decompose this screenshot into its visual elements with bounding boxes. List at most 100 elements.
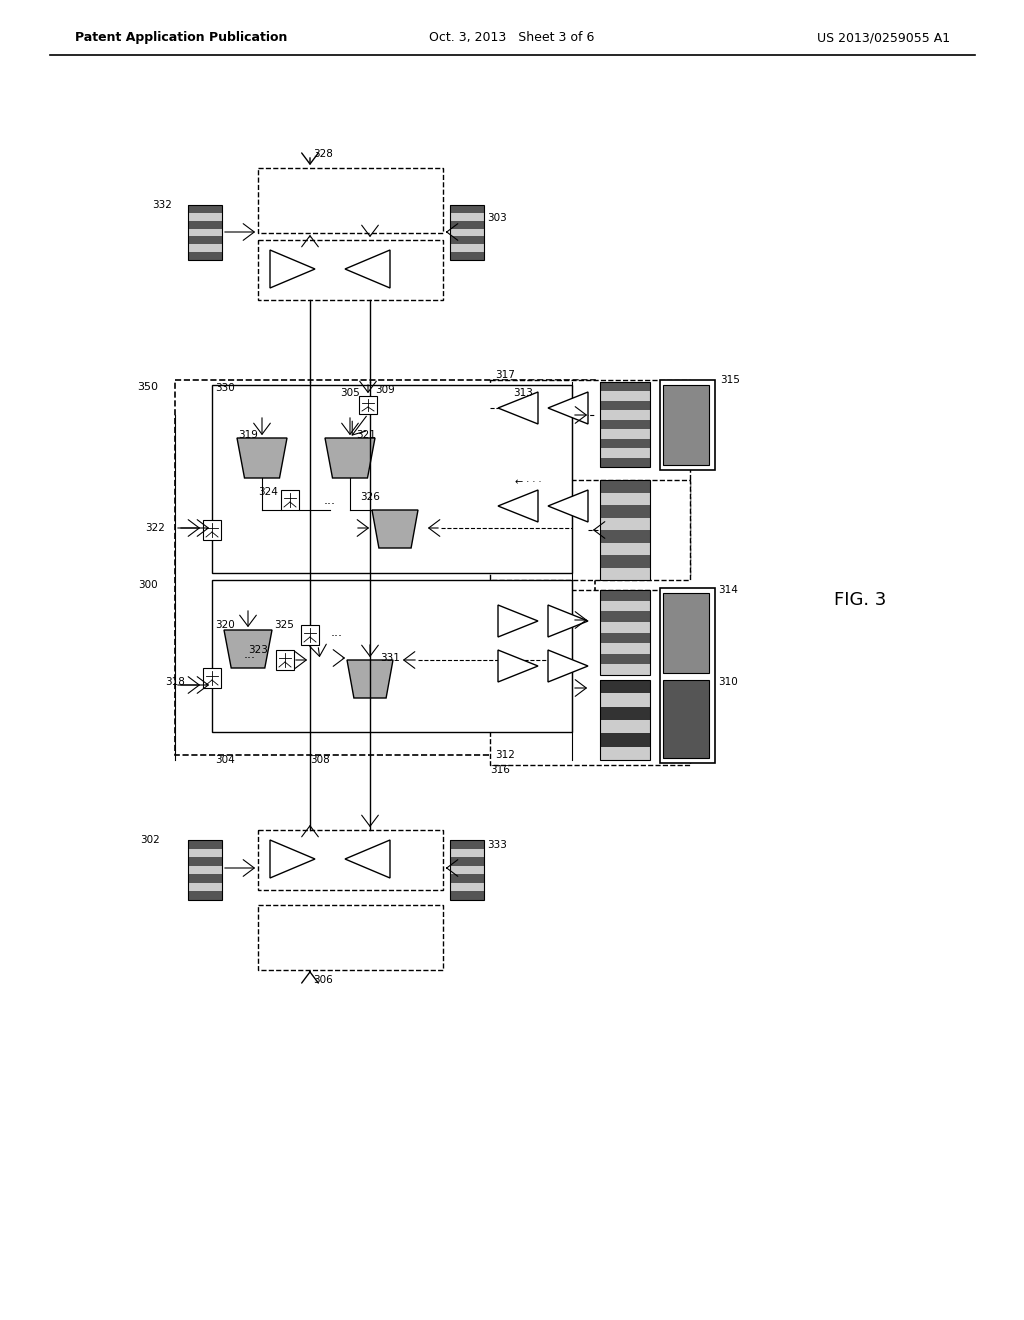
Polygon shape bbox=[237, 438, 287, 478]
Polygon shape bbox=[224, 630, 272, 668]
Polygon shape bbox=[345, 249, 390, 288]
Bar bbox=[188, 220, 222, 228]
Bar bbox=[663, 385, 709, 465]
Bar bbox=[188, 857, 222, 866]
Text: 316: 316 bbox=[490, 766, 510, 775]
Bar bbox=[450, 220, 484, 228]
Bar bbox=[663, 680, 709, 758]
Bar bbox=[188, 213, 222, 220]
Text: 318: 318 bbox=[165, 677, 185, 686]
Text: 321: 321 bbox=[356, 430, 376, 440]
Bar bbox=[490, 480, 690, 579]
Text: 314: 314 bbox=[718, 585, 738, 595]
Bar bbox=[600, 492, 650, 506]
Bar bbox=[188, 205, 222, 213]
Bar bbox=[600, 480, 650, 492]
Bar bbox=[600, 568, 650, 579]
Bar bbox=[281, 490, 299, 510]
Text: 313: 313 bbox=[513, 388, 532, 399]
Bar bbox=[660, 380, 715, 470]
Bar bbox=[450, 228, 484, 236]
Bar bbox=[660, 587, 715, 763]
Bar bbox=[600, 447, 650, 458]
Bar bbox=[450, 891, 484, 900]
Bar bbox=[450, 252, 484, 260]
Bar bbox=[188, 883, 222, 891]
Bar bbox=[212, 385, 572, 573]
Text: 306: 306 bbox=[313, 975, 333, 985]
Bar bbox=[600, 554, 650, 568]
Bar bbox=[188, 874, 222, 883]
Text: 305: 305 bbox=[340, 388, 359, 399]
Bar bbox=[600, 381, 650, 467]
Bar bbox=[600, 429, 650, 438]
Bar bbox=[450, 883, 484, 891]
Bar bbox=[600, 680, 650, 760]
Text: 322: 322 bbox=[145, 523, 165, 533]
Bar bbox=[600, 611, 650, 622]
Text: 309: 309 bbox=[375, 385, 394, 395]
Bar bbox=[450, 236, 484, 244]
Bar bbox=[600, 601, 650, 611]
Bar bbox=[600, 420, 650, 429]
Bar bbox=[359, 396, 377, 414]
Text: ← · · ·: ← · · · bbox=[515, 477, 542, 487]
Bar bbox=[490, 380, 690, 576]
Text: US 2013/0259055 A1: US 2013/0259055 A1 bbox=[817, 32, 950, 45]
Text: FIG. 3: FIG. 3 bbox=[834, 591, 886, 609]
Bar bbox=[450, 205, 484, 260]
Text: 331: 331 bbox=[380, 653, 400, 663]
Text: 300: 300 bbox=[138, 579, 158, 590]
Bar bbox=[600, 734, 650, 747]
Polygon shape bbox=[498, 392, 538, 424]
Bar bbox=[450, 849, 484, 857]
Text: 333: 333 bbox=[487, 840, 507, 850]
Text: Patent Application Publication: Patent Application Publication bbox=[75, 32, 288, 45]
Bar bbox=[600, 458, 650, 467]
Bar bbox=[600, 392, 650, 401]
Bar bbox=[450, 840, 484, 849]
Bar bbox=[600, 517, 650, 531]
Bar bbox=[450, 866, 484, 874]
Bar bbox=[188, 891, 222, 900]
Bar bbox=[490, 590, 690, 766]
Bar bbox=[600, 719, 650, 734]
Bar bbox=[600, 747, 650, 760]
Bar bbox=[600, 401, 650, 411]
Text: ...: ... bbox=[244, 648, 256, 661]
Polygon shape bbox=[347, 660, 393, 698]
Text: 323: 323 bbox=[248, 645, 268, 655]
Bar bbox=[188, 866, 222, 874]
Bar bbox=[188, 205, 222, 260]
Text: 320: 320 bbox=[215, 620, 234, 630]
Bar bbox=[600, 664, 650, 675]
Bar bbox=[258, 240, 443, 300]
Bar bbox=[188, 849, 222, 857]
Text: 328: 328 bbox=[313, 149, 333, 158]
Polygon shape bbox=[548, 392, 588, 424]
Bar bbox=[450, 874, 484, 883]
Bar bbox=[188, 236, 222, 244]
Text: 302: 302 bbox=[140, 836, 160, 845]
Polygon shape bbox=[498, 605, 538, 638]
Text: 304: 304 bbox=[215, 755, 234, 766]
Text: 303: 303 bbox=[487, 213, 507, 223]
Bar bbox=[600, 680, 650, 693]
Bar bbox=[450, 840, 484, 900]
Text: 332: 332 bbox=[153, 201, 172, 210]
Polygon shape bbox=[325, 438, 375, 478]
Bar bbox=[301, 624, 319, 645]
Bar bbox=[212, 579, 572, 733]
Bar bbox=[600, 590, 650, 675]
Text: 315: 315 bbox=[720, 375, 740, 385]
Polygon shape bbox=[548, 605, 588, 638]
Bar bbox=[600, 643, 650, 653]
Bar bbox=[600, 381, 650, 392]
Bar bbox=[600, 531, 650, 543]
Text: ...: ... bbox=[331, 627, 343, 639]
Text: 330: 330 bbox=[215, 383, 234, 393]
Bar bbox=[600, 622, 650, 632]
Text: 317: 317 bbox=[495, 370, 515, 380]
Bar bbox=[600, 411, 650, 420]
Bar bbox=[600, 506, 650, 517]
